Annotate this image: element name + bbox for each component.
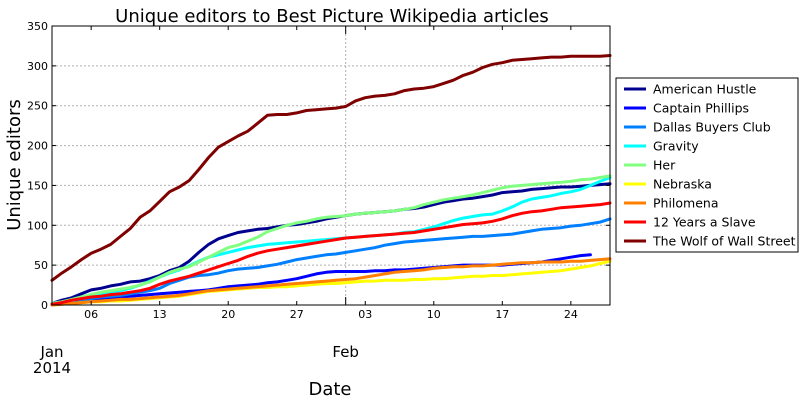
y-axis-ticks: 0 50 100 150 200 250 300 350	[27, 20, 610, 312]
series-line	[50, 217, 612, 306]
x-tick-label: 27	[290, 308, 304, 321]
y-tick-label: 350	[27, 20, 48, 33]
series-line	[50, 201, 612, 306]
legend-box	[615, 77, 799, 253]
legend: American Hustle Captain Phillips Dallas Bu…	[615, 77, 799, 253]
y-tick-label: 150	[27, 179, 48, 192]
x-tick-label: 10	[427, 308, 441, 321]
y-tick-label: 300	[27, 60, 48, 73]
legend-label: Her	[653, 158, 676, 173]
x-year-label: 2014	[33, 359, 71, 377]
x-tick-label: 03	[358, 308, 372, 321]
x-axis-title: Date	[308, 379, 351, 400]
legend-label: Philomena	[653, 196, 719, 211]
series-line	[50, 54, 612, 282]
legend-label: 12 Years a Slave	[653, 215, 756, 230]
y-tick-label: 100	[27, 219, 48, 232]
x-tick-label: 06	[84, 308, 98, 321]
legend-label: The Wolf of Wall Street	[652, 234, 796, 249]
y-axis-title: Unique editors	[4, 99, 25, 231]
legend-label: Gravity	[653, 139, 699, 154]
y-tick-label: 200	[27, 140, 48, 153]
legend-label: American Hustle	[653, 82, 757, 97]
legend-label: Dallas Buyers Club	[653, 120, 771, 135]
x-tick-label: 20	[221, 308, 235, 321]
x-axis-ticks: 06 13 20 27 03 10 17 24	[51, 26, 578, 321]
y-tick-label: 50	[34, 259, 48, 272]
chart-title: Unique editors to Best Picture Wikipedia…	[115, 6, 549, 27]
x-tick-label: 24	[564, 308, 578, 321]
y-tick-label: 0	[41, 299, 48, 312]
x-month-label: Feb	[332, 343, 359, 361]
x-month-label: Jan	[39, 343, 63, 361]
series-line	[50, 257, 612, 307]
x-tick-label: 17	[495, 308, 509, 321]
legend-label: Captain Phillips	[653, 101, 749, 116]
x-tick-label: 13	[153, 308, 167, 321]
series-lines	[50, 54, 612, 307]
legend-label: Nebraska	[653, 177, 712, 192]
y-tick-label: 250	[27, 100, 48, 113]
series-line	[50, 174, 612, 305]
plot-frame	[51, 25, 611, 306]
